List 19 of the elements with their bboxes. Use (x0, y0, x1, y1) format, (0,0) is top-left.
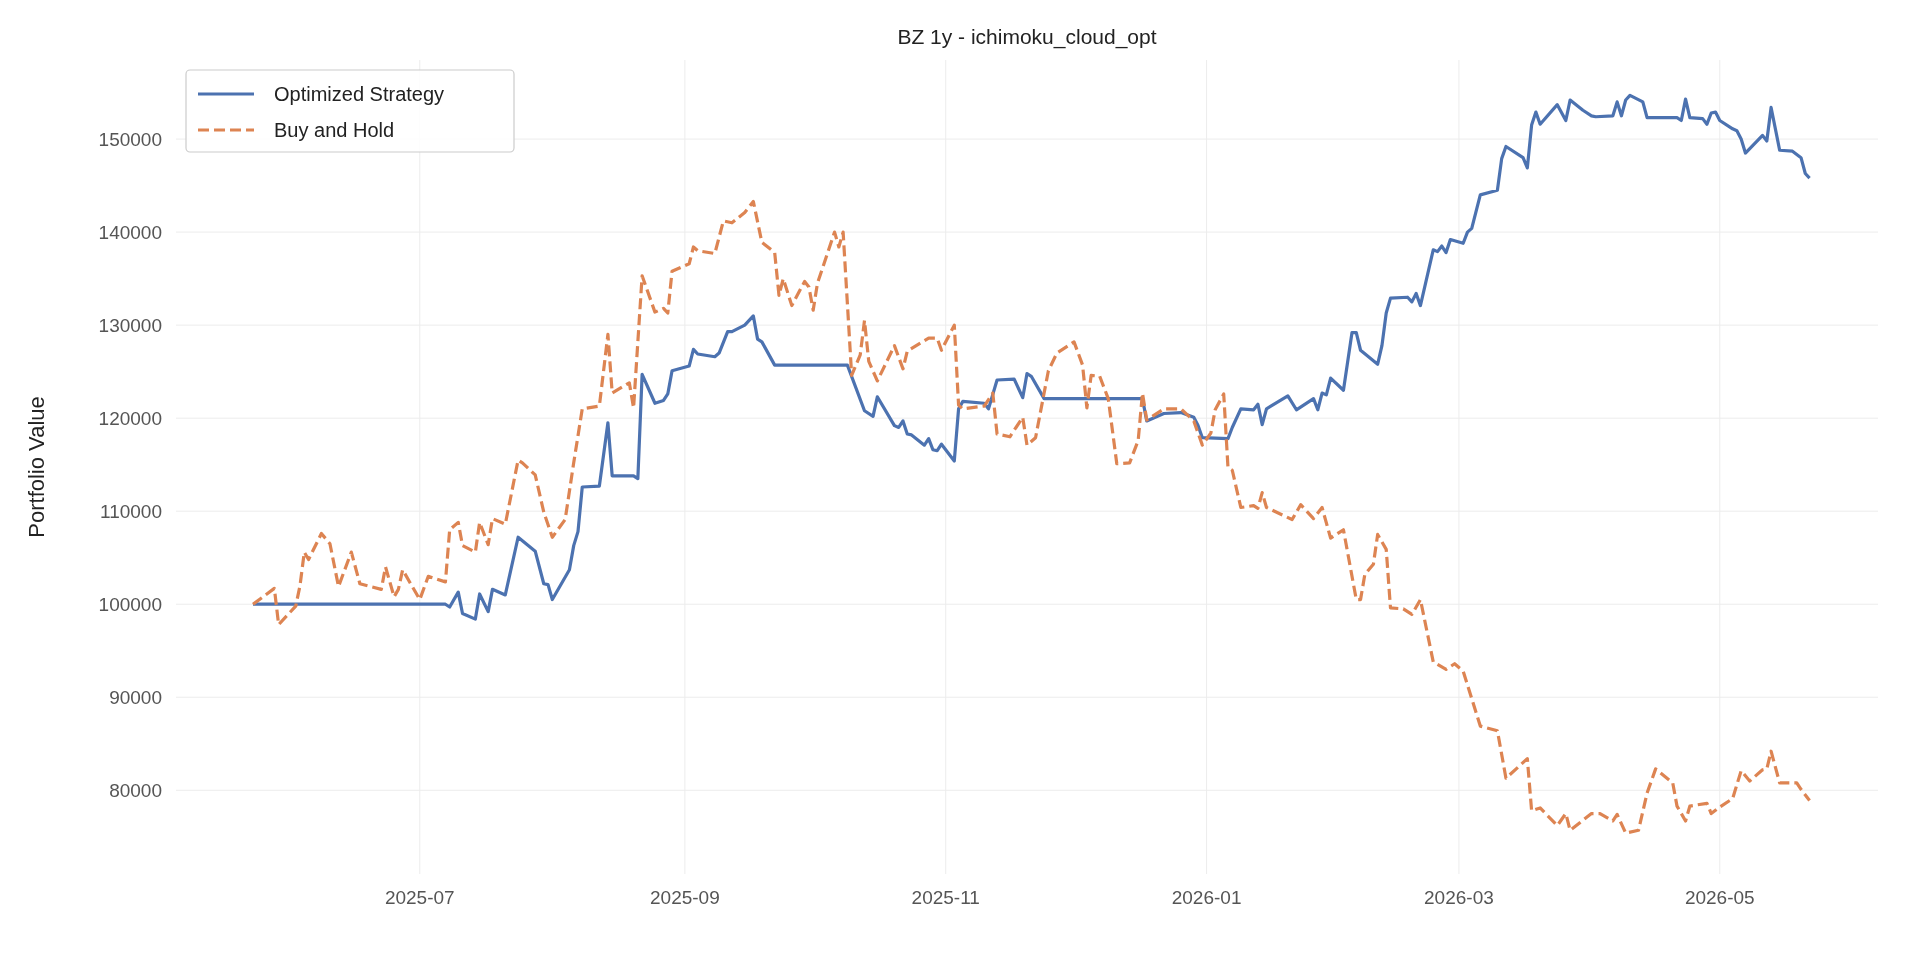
x-tick-label: 2026-05 (1684, 887, 1755, 908)
y-tick-label: 110000 (100, 500, 162, 522)
y-tick-label: 130000 (98, 314, 162, 336)
chart-title: BZ 1y - ichimoku_cloud_opt (897, 25, 1157, 49)
y-tick-label: 120000 (98, 407, 162, 429)
y-tick-label: 80000 (109, 779, 162, 801)
x-tick-label: 2025-09 (650, 887, 720, 908)
line-series (251, 199, 1812, 835)
y-axis-title: Portfolio Value (24, 396, 49, 538)
y-tick-label: 90000 (109, 686, 162, 708)
x-tick-label: 2026-03 (1424, 887, 1494, 908)
legend-label: Optimized Strategy (274, 83, 445, 105)
x-tick-label: 2025-11 (911, 887, 980, 908)
legend-label: Buy and Hold (274, 119, 395, 141)
y-tick-label: 150000 (98, 128, 162, 150)
x-tick-label: 2025-07 (384, 887, 455, 908)
y-tick-label: 100000 (98, 593, 162, 615)
y-tick-label: 140000 (98, 221, 162, 243)
x-tick-label: 2026-01 (1171, 887, 1242, 908)
